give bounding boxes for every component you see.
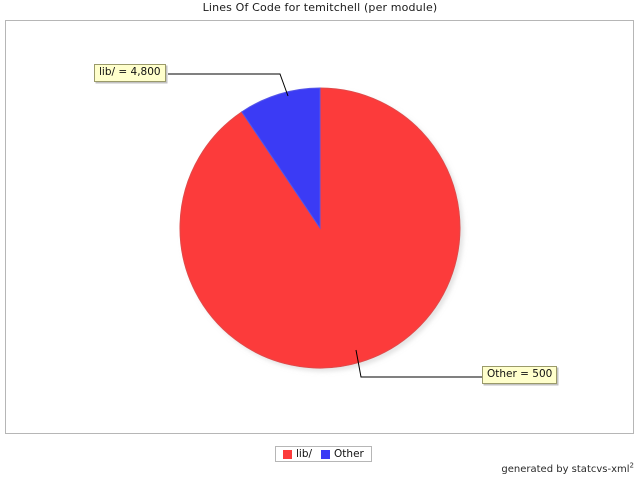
credit-text: generated by statcvs-xml <box>501 464 630 475</box>
legend-item-other[interactable]: Other <box>321 448 364 460</box>
legend-swatch-icon-other <box>321 449 331 459</box>
credit-superscript: 2 <box>629 461 634 470</box>
legend-swatch-icon-lib <box>283 449 292 459</box>
chart-legend: lib/ Other <box>275 446 372 462</box>
generated-by-credit: generated by statcvs-xml2 <box>501 461 634 476</box>
chart-title: Lines Of Code for temitchell (per module… <box>202 1 438 14</box>
legend-label-lib: lib/ <box>296 448 313 460</box>
legend-label-other: Other <box>334 448 364 460</box>
legend-item-lib[interactable]: lib/ <box>283 448 312 460</box>
pie-label-other: Other = 500 <box>482 366 558 384</box>
pie-label-lib: lib/ = 4,800 <box>94 64 166 82</box>
